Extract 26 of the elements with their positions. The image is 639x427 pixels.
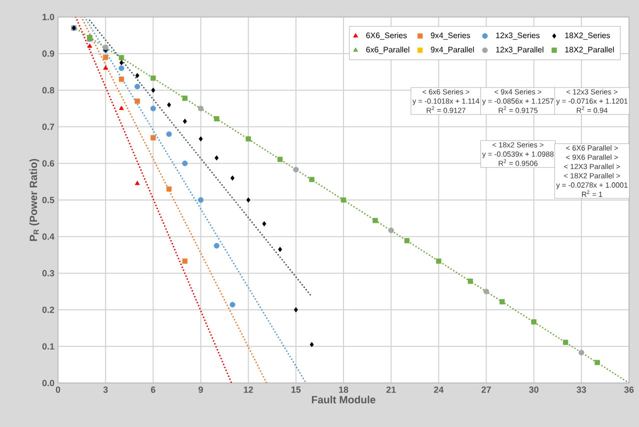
x-tick-label: 0 <box>56 386 60 393</box>
y-tick-label: 0.6 <box>42 160 54 167</box>
x-tick-label: 33 <box>576 386 586 393</box>
y-axis-title: P$_{R}$ (Power Ratio) <box>29 158 40 241</box>
x-axis-title: Fault Module <box>312 396 376 404</box>
x-tick-label: 9 <box>198 386 203 393</box>
y-tick-label: 0.4 <box>42 233 54 240</box>
x-tick-label: 36 <box>624 386 634 393</box>
x-tick-label: 15 <box>292 386 301 393</box>
y-tick-label: 0.0 <box>42 380 54 386</box>
x-tick-label: 18 <box>339 386 348 393</box>
y-tick-label: 0.3 <box>42 270 54 276</box>
x-tick-label: 12 <box>244 386 253 393</box>
x-tick-label: 24 <box>434 386 444 393</box>
y-tick-label: 0.9 <box>42 50 54 57</box>
y-tick-label: 1.0 <box>42 14 54 20</box>
y-tick-label: 0.1 <box>42 343 54 350</box>
x-tick-label: 3 <box>103 386 108 393</box>
y-tick-label: 0.2 <box>42 306 54 313</box>
x-tick-label: 21 <box>386 386 396 393</box>
y-tick-label: 0.7 <box>42 124 54 130</box>
y-tick-label: 0.8 <box>42 87 54 94</box>
x-tick-label: 27 <box>482 386 491 393</box>
x-tick-label: 6 <box>151 386 156 393</box>
x-tick-label: 30 <box>529 386 538 393</box>
y-tick-label: 0.5 <box>42 196 54 204</box>
